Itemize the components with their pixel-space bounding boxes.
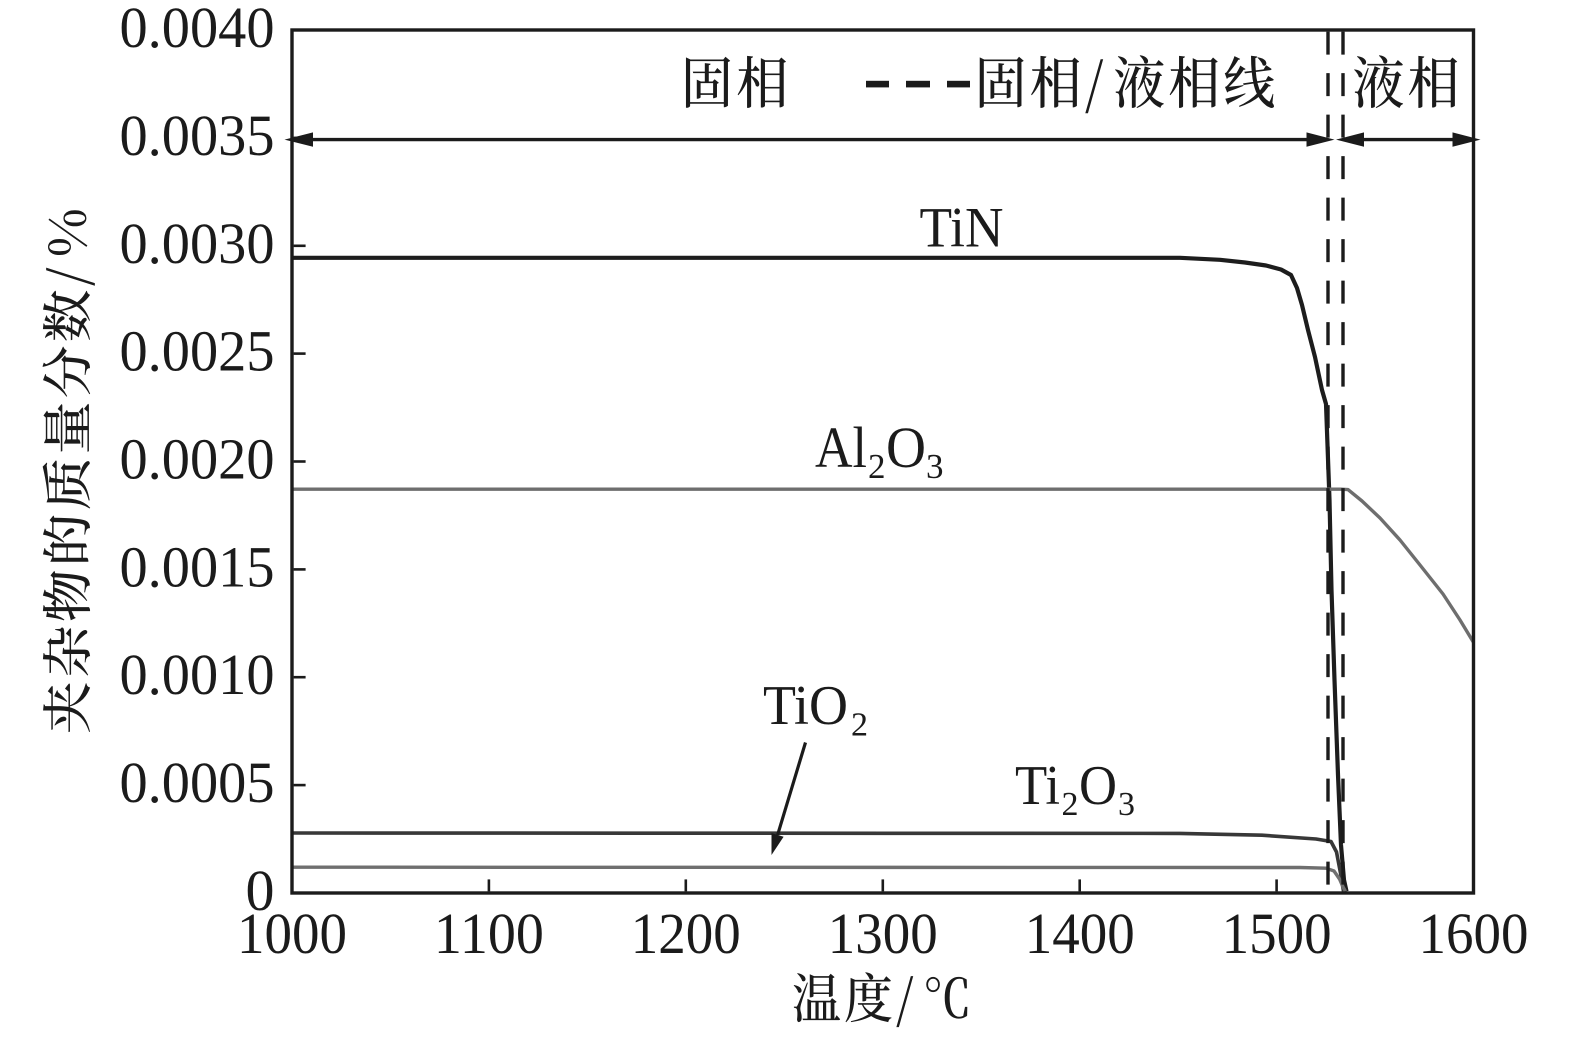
- svg-text:1200: 1200: [631, 901, 741, 966]
- svg-text:Ti: Ti: [1015, 755, 1060, 817]
- svg-text:2: 2: [851, 707, 868, 744]
- svg-text:0.0030: 0.0030: [120, 211, 275, 276]
- svg-text:0.0015: 0.0015: [120, 534, 275, 599]
- svg-text:0.0035: 0.0035: [120, 103, 275, 168]
- svg-text:0.0005: 0.0005: [120, 750, 275, 815]
- svg-text:0.0010: 0.0010: [120, 642, 275, 707]
- svg-text:1100: 1100: [434, 901, 544, 966]
- svg-text:3: 3: [1118, 786, 1135, 823]
- svg-text:1500: 1500: [1222, 901, 1332, 966]
- svg-text:2: 2: [868, 447, 886, 486]
- svg-text:TiO: TiO: [763, 675, 848, 737]
- svg-text:0.0020: 0.0020: [120, 427, 275, 492]
- svg-text:3: 3: [926, 447, 944, 486]
- svg-text:1400: 1400: [1025, 901, 1135, 966]
- svg-text:0.0040: 0.0040: [120, 0, 275, 60]
- svg-text:Al: Al: [815, 415, 867, 480]
- svg-text:1000: 1000: [237, 901, 347, 966]
- svg-text:O: O: [886, 415, 926, 480]
- svg-text:0: 0: [246, 858, 275, 923]
- svg-text:1300: 1300: [828, 901, 938, 966]
- svg-text:TiN: TiN: [920, 197, 1004, 260]
- svg-text:1600: 1600: [1419, 901, 1529, 966]
- svg-text:0.0025: 0.0025: [120, 319, 275, 384]
- svg-text:2: 2: [1062, 786, 1079, 823]
- svg-text:O: O: [1079, 755, 1117, 817]
